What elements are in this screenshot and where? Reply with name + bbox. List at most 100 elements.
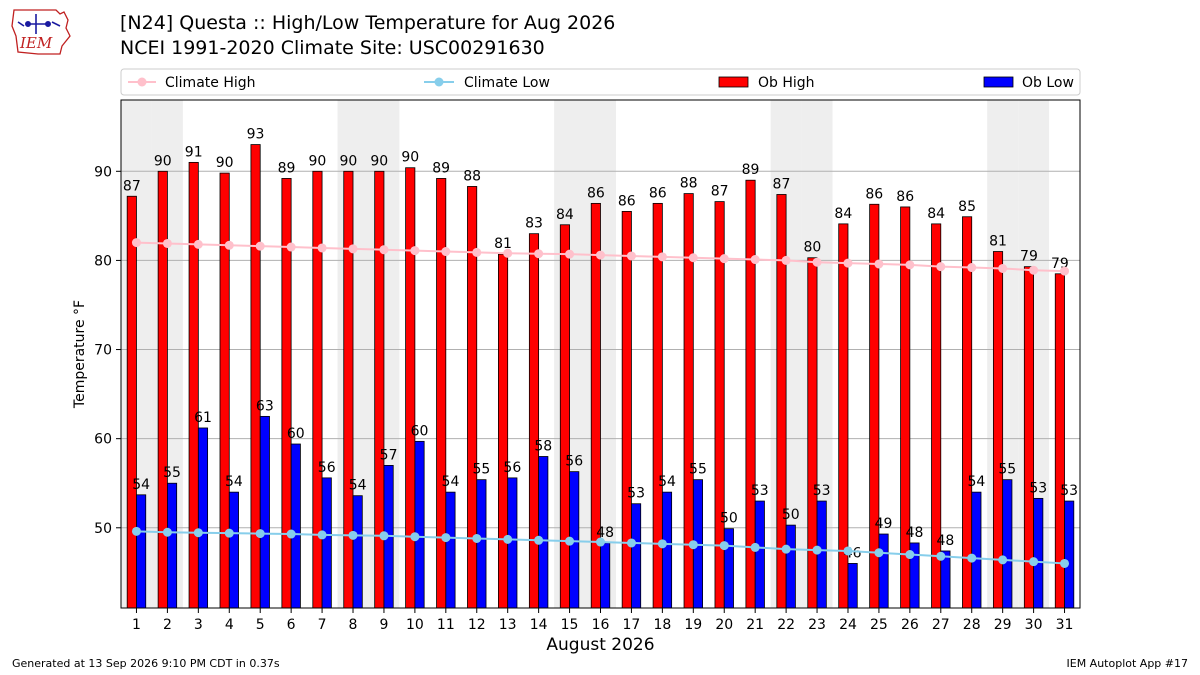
ob-low-label: 63	[256, 398, 274, 414]
ob-low-bar	[259, 415, 270, 609]
ob-low-label: 54	[967, 474, 985, 490]
ob-high-label: 84	[927, 206, 945, 222]
climate-low-point	[534, 535, 544, 545]
ob-high-label: 93	[247, 127, 265, 143]
climate-low-point	[874, 548, 884, 558]
ob-low-bar	[352, 495, 363, 609]
x-tick-label: 22	[777, 617, 795, 633]
ob-high-bar	[405, 167, 416, 609]
climate-high-point	[534, 249, 544, 259]
y-tick-label: 60	[94, 432, 112, 448]
ob-high-label: 86	[865, 186, 883, 202]
ob-low-bar	[476, 479, 487, 609]
climate-high-point	[1060, 266, 1070, 276]
ob-high-bar	[126, 195, 137, 609]
y-axis-label: Temperature °F	[72, 300, 88, 409]
ob-high-label: 89	[278, 160, 296, 176]
legend-climate-high-marker	[137, 77, 147, 87]
climate-low-point	[255, 529, 265, 539]
ob-high-bar	[374, 170, 385, 609]
ob-high-bar	[157, 170, 168, 609]
ob-high-label: 86	[618, 193, 636, 209]
x-tick-label: 3	[194, 617, 203, 633]
legend-climate-low-label: Climate Low	[464, 75, 550, 91]
ob-low-label: 50	[782, 507, 800, 523]
climate-high-point	[193, 239, 203, 249]
ob-low-label: 49	[875, 516, 893, 532]
ob-low-label: 48	[906, 525, 924, 541]
climate-high-point	[162, 238, 172, 248]
climate-high-point	[936, 262, 946, 272]
x-tick-label: 1	[132, 617, 141, 633]
ob-low-label: 50	[720, 511, 738, 527]
x-tick-label: 2	[163, 617, 172, 633]
legend-ob-low-label: Ob Low	[1022, 75, 1074, 91]
ob-high-bar	[528, 233, 540, 609]
climate-low-point	[131, 526, 141, 536]
legend-climate-low-marker	[434, 77, 444, 87]
ob-high-label: 84	[556, 207, 574, 223]
climate-high-point	[750, 255, 760, 265]
x-tick-label: 18	[653, 617, 671, 633]
climate-low-point	[348, 530, 358, 540]
legend-climate-high-label: Climate High	[165, 75, 256, 91]
ob-high-label: 88	[680, 176, 698, 192]
x-tick-label: 11	[437, 617, 455, 633]
ob-low-label: 56	[318, 460, 336, 476]
climate-low-point	[503, 534, 513, 544]
climate-high-point	[131, 238, 141, 248]
x-tick-label: 31	[1056, 617, 1074, 633]
climate-high-point	[719, 254, 729, 264]
climate-high-point	[874, 259, 884, 269]
y-tick-label: 70	[94, 343, 112, 359]
climate-low-point	[657, 539, 667, 549]
ob-high-bar	[498, 253, 509, 609]
ob-high-label: 83	[525, 216, 543, 232]
x-tick-label: 25	[870, 617, 888, 633]
ob-high-label: 89	[742, 162, 760, 178]
climate-high-point	[1029, 265, 1039, 275]
climate-high-point	[441, 247, 451, 257]
climate-high-point	[596, 250, 605, 260]
climate-high-point	[905, 260, 915, 270]
ob-low-bar	[785, 524, 796, 609]
ob-low-label: 54	[225, 474, 243, 490]
x-tick-label: 9	[379, 617, 388, 633]
ob-low-label: 55	[163, 465, 181, 481]
climate-low-point	[472, 533, 482, 543]
x-tick-label: 27	[932, 617, 950, 633]
ob-high-label: 90	[216, 155, 234, 171]
climate-high-point	[626, 251, 636, 261]
climate-low-point	[998, 555, 1008, 565]
ob-low-bar	[878, 533, 889, 609]
logo-text: IEM	[19, 34, 53, 52]
ob-low-label: 55	[689, 462, 707, 478]
ob-low-label: 55	[998, 462, 1016, 478]
x-axis-label: August 2026	[546, 635, 654, 655]
climate-high-point	[410, 246, 420, 256]
x-tick-label: 20	[715, 617, 733, 633]
iem-logo: IEM	[11, 9, 71, 55]
ob-low-label: 53	[1029, 480, 1047, 496]
ob-low-label: 56	[503, 460, 521, 476]
ob-low-label: 54	[349, 478, 367, 494]
legend-ob-high-swatch	[718, 76, 749, 88]
ob-low-label: 60	[287, 426, 305, 442]
climate-low-point	[905, 550, 915, 560]
climate-low-point	[812, 545, 822, 555]
climate-high-point	[657, 252, 667, 262]
x-tick-label: 15	[561, 617, 579, 633]
climate-high-point	[255, 241, 265, 251]
x-tick-label: 17	[623, 617, 641, 633]
x-tick-label: 16	[592, 617, 610, 633]
ob-high-label: 89	[432, 160, 450, 176]
ob-high-label: 86	[896, 189, 914, 205]
climate-low-point	[410, 532, 420, 542]
x-tick-label: 19	[684, 617, 702, 633]
climate-low-point	[1029, 557, 1039, 567]
climate-high-point	[688, 253, 698, 263]
climate-high-point	[781, 255, 791, 265]
ob-low-bar	[847, 563, 858, 609]
ob-high-bar	[1023, 266, 1034, 609]
